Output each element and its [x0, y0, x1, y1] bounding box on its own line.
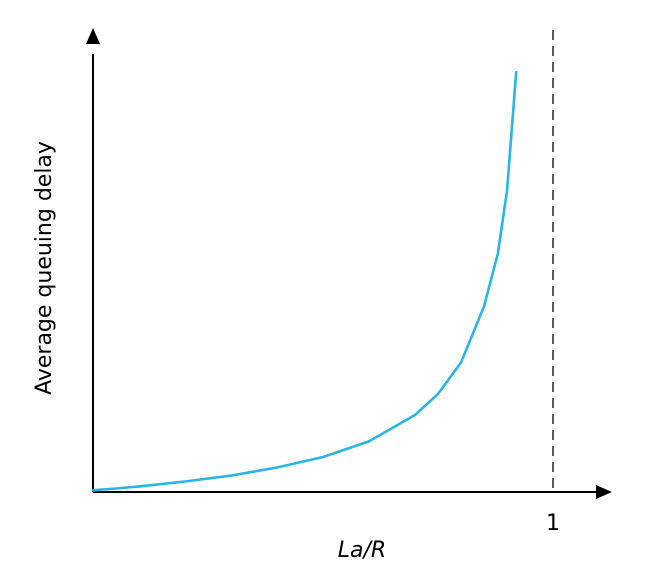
y-axis-arrow-icon	[86, 28, 100, 44]
x-axis-label: La/R	[338, 538, 386, 563]
delay-curve	[91, 70, 518, 492]
y-axis-label: Average queuing delay	[32, 141, 57, 395]
x-tick-label: 1	[546, 511, 560, 536]
x-axis-arrow-icon	[596, 485, 612, 499]
